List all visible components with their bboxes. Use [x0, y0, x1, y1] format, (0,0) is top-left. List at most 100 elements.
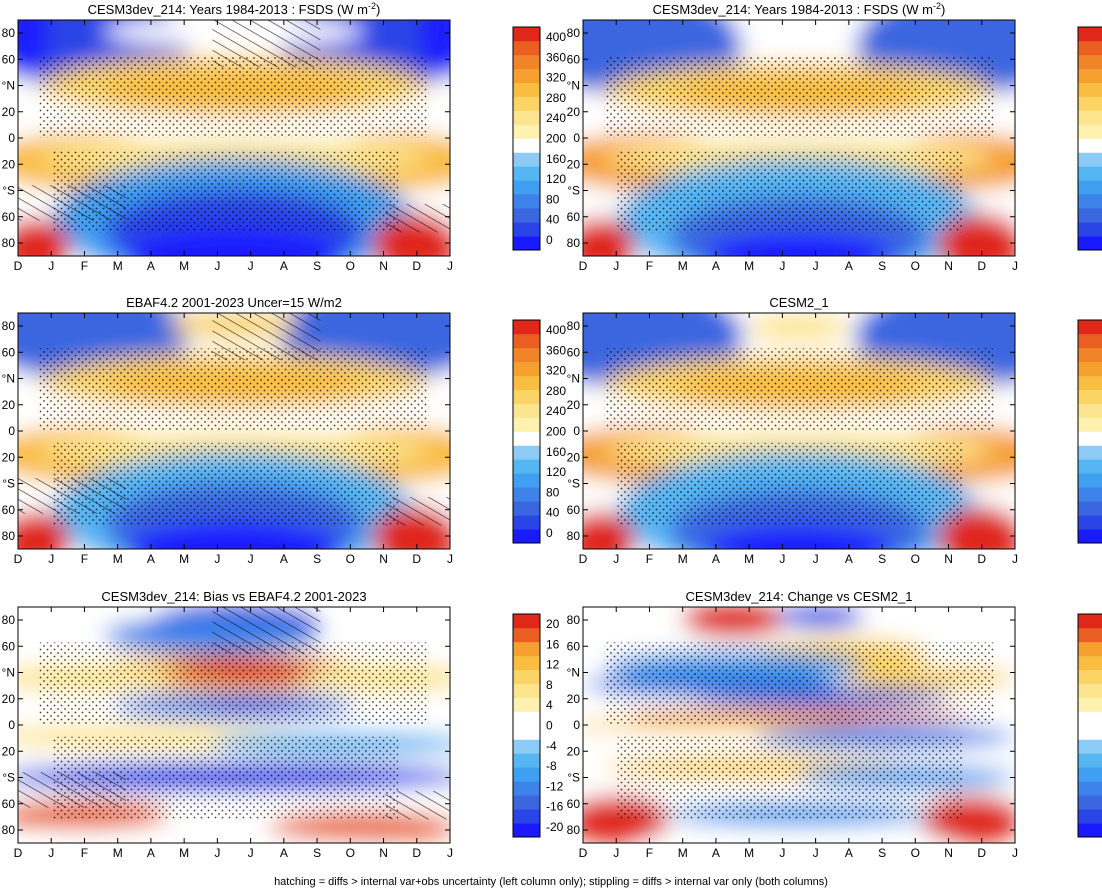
colorbar-label: 160 [546, 445, 566, 459]
colorbar-swatch [513, 753, 540, 768]
colorbar-swatch [513, 361, 540, 377]
colorbar-swatch [1078, 809, 1102, 824]
colorbar-swatch [1078, 375, 1102, 390]
x-tick-label: S [313, 552, 321, 566]
colorbar-swatch [513, 124, 540, 139]
x-tick-label: J [613, 552, 619, 566]
x-tick-label: M [113, 259, 123, 273]
x-tick-label: D [977, 846, 986, 860]
x-tick-label: S [313, 846, 321, 860]
colorbar-swatch [1078, 180, 1102, 195]
colorbar-swatch [513, 641, 540, 657]
colorbar-swatch [513, 180, 540, 195]
x-tick-label: O [346, 846, 355, 860]
colorbar-label: 40 [546, 506, 560, 520]
y-tick-label: 80 [567, 529, 581, 543]
hatch-region [385, 204, 450, 233]
colorbar-swatch [1078, 655, 1102, 671]
y-tick-label: 60 [567, 210, 581, 224]
x-tick-label: J [813, 846, 819, 860]
x-tick-label: F [646, 846, 653, 860]
colorbar-swatch [513, 417, 540, 432]
y-tick-label: 0 [573, 131, 580, 145]
colorbar-swatch [1078, 124, 1102, 139]
x-tick-label: J [813, 552, 819, 566]
chart-title: CESM3dev_214: Years 1984-2013 : FSDS (W … [653, 1, 946, 17]
x-tick-label: M [744, 552, 754, 566]
colorbar-label: 12 [546, 658, 560, 672]
y-tick-label: 0 [8, 718, 15, 732]
colorbar-label: 0 [546, 719, 553, 733]
colorbar-swatch [1078, 711, 1102, 726]
x-tick-label: O [346, 259, 355, 273]
stipple-region [39, 55, 429, 138]
x-tick-label: A [280, 259, 288, 273]
y-tick-label: 0 [573, 718, 580, 732]
y-tick-label: 20 [2, 398, 16, 412]
stipple-region [617, 736, 964, 820]
colorbar-swatch [1078, 725, 1102, 740]
colorbar-label: 360 [546, 50, 566, 64]
stipple-region [39, 348, 429, 431]
x-tick-label: A [147, 259, 155, 273]
colorbar-swatch [513, 767, 540, 782]
colorbar-swatch [513, 40, 540, 56]
colorbar: 20 16 12 8 4 0 -4 -8 -12 -16 -20 [512, 613, 564, 838]
y-tick-label: °N [567, 666, 580, 680]
colorbar-label: 200 [546, 132, 566, 146]
chart-panel-6: CESM3dev_214: Change vs CESM2_1 D J F M A M J J A… [567, 589, 1102, 860]
stipple-region [39, 642, 429, 725]
colorbar-swatch [1078, 515, 1102, 530]
colorbar-swatch [1078, 431, 1102, 446]
colorbar-swatch [513, 389, 540, 404]
colorbar-swatch [1078, 781, 1102, 796]
y-tick-label: 20 [567, 692, 581, 706]
x-tick-label: O [911, 846, 920, 860]
y-tick-label: 60 [2, 52, 16, 66]
x-tick-label: S [878, 552, 886, 566]
x-tick-label: J [813, 259, 819, 273]
x-tick-label: J [447, 552, 453, 566]
colorbar-swatch [513, 403, 540, 418]
hatch-region [385, 497, 450, 526]
colorbar-swatch [513, 320, 540, 335]
figure-footer-caption: hatching = diffs > internal var+obs unce… [274, 876, 828, 888]
colorbar-swatch [1078, 487, 1102, 502]
x-tick-label: N [379, 259, 388, 273]
x-tick-label: M [678, 846, 688, 860]
y-tick-label: 80 [2, 236, 16, 250]
y-tick-label: 60 [2, 503, 16, 517]
colorbar-swatch [1078, 614, 1102, 629]
x-tick-label: M [113, 552, 123, 566]
x-tick-label: M [744, 846, 754, 860]
colorbar-label: 200 [546, 425, 566, 439]
colorbar-swatch [1078, 333, 1102, 349]
colorbar-label: -8 [546, 759, 557, 773]
chart-title: CESM3dev_214: Bias vs EBAF4.2 2001-2023 [101, 589, 366, 604]
colorbar-label: 120 [546, 465, 566, 479]
chart-panel-2: CESM3dev_214: Years 1984-2013 : FSDS (W … [567, 1, 1102, 273]
x-tick-label: A [712, 552, 720, 566]
colorbar-label: -16 [546, 800, 564, 814]
colorbar-swatch [1078, 138, 1102, 153]
colorbar-swatch [1078, 27, 1102, 42]
colorbar-label: 4 [546, 698, 553, 712]
colorbar-label: 160 [546, 152, 566, 166]
colorbar-swatch [513, 431, 540, 446]
x-tick-label: D [579, 552, 588, 566]
colorbar-swatch [513, 739, 540, 754]
colorbar-swatch [513, 208, 540, 223]
chart-panel-1: CESM3dev_214: Years 1984-2013 : FSDS (W … [2, 1, 567, 273]
colorbar-swatch [513, 487, 540, 502]
x-tick-label: D [579, 846, 588, 860]
heatmap-field [583, 607, 1015, 843]
colorbar-swatch [1078, 194, 1102, 209]
x-tick-label: D [412, 552, 421, 566]
colorbar-swatch [1078, 753, 1102, 768]
colorbar-label: 240 [546, 111, 566, 125]
colorbar-swatch [1078, 697, 1102, 712]
y-tick-label: °S [2, 184, 15, 198]
x-tick-label: A [845, 552, 853, 566]
x-tick-label: J [447, 259, 453, 273]
